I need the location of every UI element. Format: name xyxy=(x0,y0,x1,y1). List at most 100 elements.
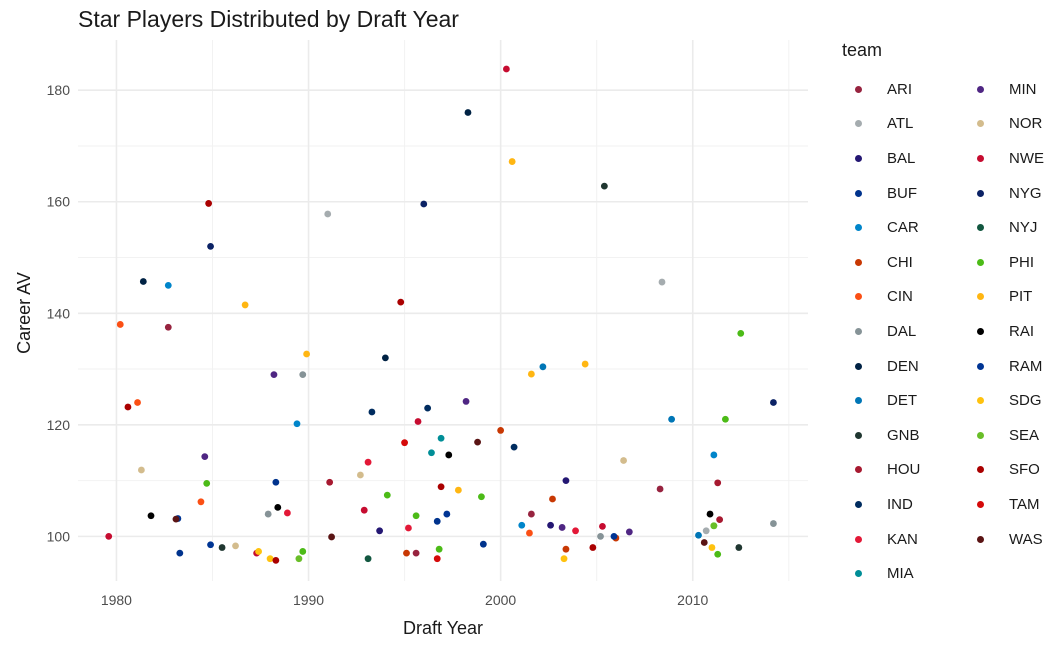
legend-swatch xyxy=(977,535,984,543)
data-point xyxy=(437,483,445,491)
data-point xyxy=(364,555,372,563)
y-tick-label: 120 xyxy=(47,417,71,433)
data-point xyxy=(368,408,376,416)
data-point xyxy=(356,471,364,479)
legend-label: SFO xyxy=(1009,461,1040,479)
data-point xyxy=(464,109,472,116)
data-point xyxy=(264,510,272,518)
legend-item: NYJ xyxy=(964,210,1050,245)
data-point xyxy=(443,510,451,518)
legend-item: CHI xyxy=(842,245,964,280)
data-point xyxy=(462,398,470,405)
data-point xyxy=(714,550,722,558)
legend-label: DEN xyxy=(887,357,919,375)
legend-label: MIA xyxy=(887,565,914,583)
data-point xyxy=(656,485,664,493)
legend-column: ARI ATL BAL BUF CAR CHI CIN DAL DEN DET GNB HOU IND K… xyxy=(842,72,964,591)
data-point xyxy=(454,486,462,494)
legend-label: CIN xyxy=(887,288,913,306)
legend-columns: ARI ATL BAL BUF CAR CHI CIN DAL DEN DET GNB HOU IND K… xyxy=(842,72,1050,591)
legend-item: CIN xyxy=(842,280,964,315)
data-point xyxy=(737,329,745,337)
data-point xyxy=(668,415,676,423)
legend-swatch xyxy=(855,466,862,474)
data-point xyxy=(478,493,485,501)
data-point xyxy=(172,515,180,523)
legend-item: IND xyxy=(842,487,964,522)
data-point xyxy=(658,278,666,286)
data-point xyxy=(270,371,278,379)
legend-item: BUF xyxy=(842,176,964,211)
legend-item: MIA xyxy=(842,556,964,591)
data-point xyxy=(137,466,145,474)
legend-item: KAN xyxy=(842,522,964,557)
legend-swatch xyxy=(977,397,984,405)
data-point xyxy=(770,520,777,527)
y-tick-label: 140 xyxy=(47,305,71,321)
data-point xyxy=(255,548,262,555)
data-point xyxy=(124,403,132,411)
legend-item: PHI xyxy=(964,245,1050,280)
data-point xyxy=(518,521,526,529)
legend-swatch xyxy=(977,500,984,508)
legend-swatch xyxy=(977,189,984,197)
legend-label: SDG xyxy=(1009,392,1042,410)
legend-swatch xyxy=(855,570,862,578)
x-tick-label: 2010 xyxy=(677,592,708,608)
data-point xyxy=(232,542,239,550)
data-point xyxy=(527,370,535,378)
data-point xyxy=(445,451,453,459)
data-point xyxy=(303,350,311,358)
legend-swatch xyxy=(977,293,984,301)
legend-item: NWE xyxy=(964,141,1050,176)
data-point xyxy=(207,242,214,250)
data-point xyxy=(589,544,597,551)
legend-swatch xyxy=(977,120,984,128)
data-point xyxy=(435,545,443,553)
data-point xyxy=(600,182,608,190)
data-point xyxy=(164,282,172,289)
legend-item: NOR xyxy=(964,107,1050,142)
legend-item: BAL xyxy=(842,141,964,176)
x-tick-label: 1980 xyxy=(101,592,132,608)
legend-item: DEN xyxy=(842,349,964,384)
legend-label: SEA xyxy=(1009,426,1040,444)
data-points xyxy=(105,65,777,564)
legend-item: CAR xyxy=(842,210,964,245)
legend-swatch xyxy=(855,85,862,93)
data-point xyxy=(547,521,554,529)
tick-labels: 1980 1990 2000 2010 100 120 140 160 180 xyxy=(47,82,709,608)
x-axis-title: Draft Year xyxy=(403,618,483,638)
legend-label: PHI xyxy=(1009,253,1035,271)
data-point xyxy=(197,498,205,506)
data-point xyxy=(324,210,332,218)
legend-label: DAL xyxy=(887,322,917,340)
data-point xyxy=(502,65,510,73)
data-point xyxy=(702,527,710,535)
data-point xyxy=(428,449,435,457)
data-point xyxy=(572,527,579,535)
legend-label: HOU xyxy=(887,461,921,479)
data-point xyxy=(620,457,627,464)
data-point xyxy=(706,510,714,518)
legend-swatch xyxy=(855,397,862,405)
legend-label: NYG xyxy=(1009,184,1042,202)
data-point xyxy=(272,478,280,486)
legend-label: KAN xyxy=(887,530,918,548)
data-point xyxy=(526,529,533,537)
y-tick-label: 180 xyxy=(47,82,71,98)
data-point xyxy=(708,544,716,551)
legend-item: NYG xyxy=(964,176,1050,211)
data-point xyxy=(610,532,618,540)
legend-item: WAS xyxy=(964,522,1050,557)
legend-column: MIN NOR NWE NYG NYJ PHI PIT RAI RAM SDG SEA SFO TAM W… xyxy=(964,72,1050,591)
legend-item: PIT xyxy=(964,280,1050,315)
data-point xyxy=(770,399,777,406)
legend-swatch xyxy=(855,293,862,301)
y-tick-label: 100 xyxy=(47,528,71,544)
chart-title: Star Players Distributed by Draft Year xyxy=(78,6,459,32)
data-point xyxy=(176,549,184,557)
x-tick-label: 2000 xyxy=(485,592,516,608)
legend-label: NWE xyxy=(1009,149,1044,167)
